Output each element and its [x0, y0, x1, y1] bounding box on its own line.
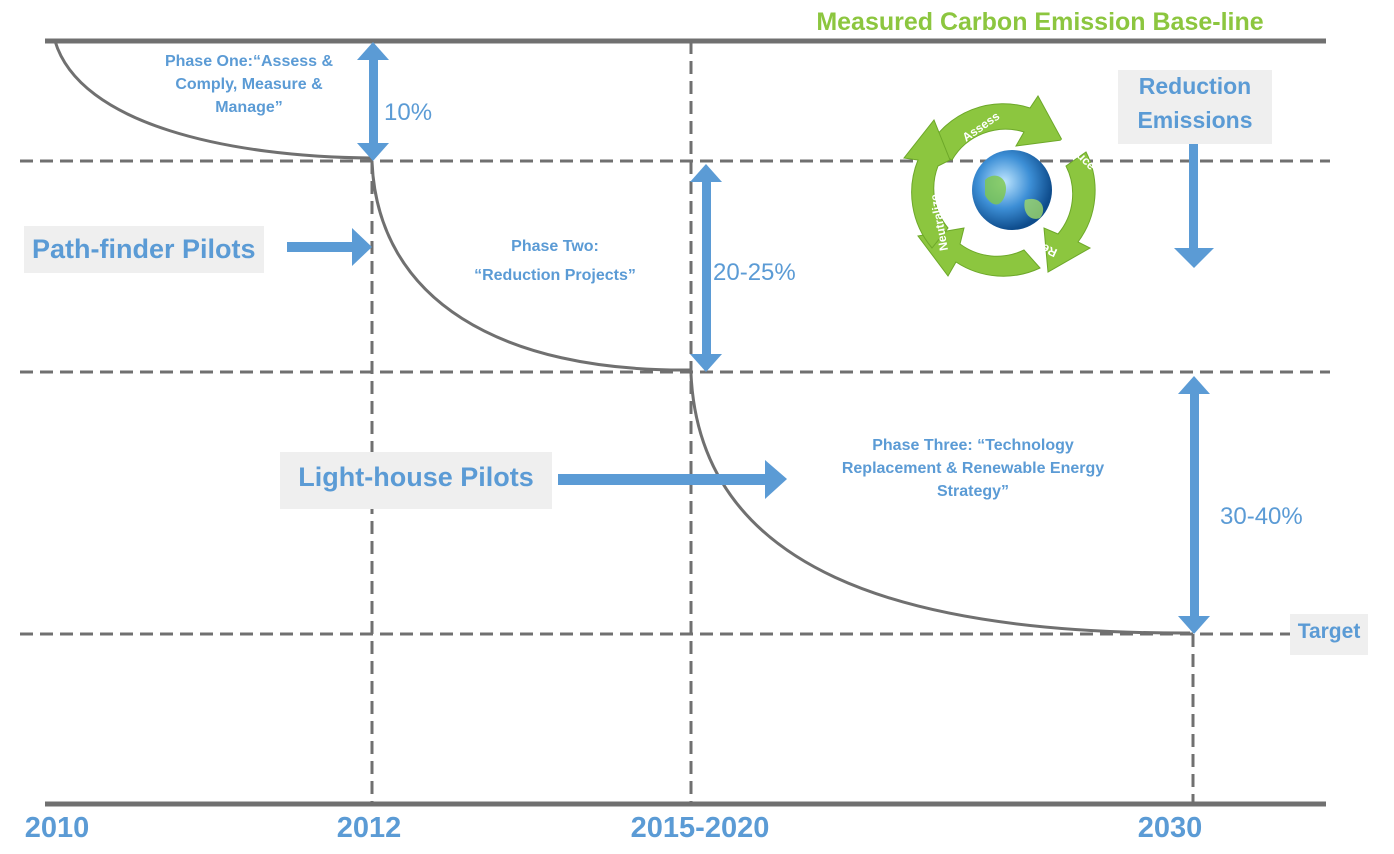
pathfinder-pilots-label: Path-finder Pilots [24, 226, 264, 274]
year-label-2015-2020: 2015-2020 [630, 812, 770, 844]
pct-phase-two: 20-25% [713, 259, 796, 286]
lighthouse-arrow [558, 460, 787, 499]
year-label-2030: 2030 [1137, 812, 1203, 844]
pathfinder-arrow [287, 228, 372, 266]
phase-three-label: Phase Three: “Technology Replacement & R… [841, 437, 1105, 501]
lighthouse-pilots-label: Light-house Pilots [280, 452, 552, 510]
diagram-title: Measured Carbon Emission Base-line [816, 8, 1264, 36]
phase-two-label-line1: Phase Two: [511, 238, 599, 255]
target-label: Target [1290, 614, 1368, 656]
reduction-down-arrow [1174, 135, 1214, 268]
reduction-cycle-icon: Assess Reduce Replace Neutralize [903, 95, 1099, 277]
pct-phase-three: 30-40% [1220, 503, 1303, 530]
year-label-2010: 2010 [24, 812, 90, 844]
double-arrow-30-40 [1178, 376, 1210, 634]
double-arrow-20-25 [690, 164, 722, 372]
curve-phase-three [689, 373, 1191, 635]
reduction-emissions-label-line1: Reduction [1118, 70, 1272, 104]
pct-phase-one: 10% [384, 99, 433, 126]
phase-two-label-line2: “Reduction Projects” [474, 267, 636, 284]
curve-phase-one [53, 40, 373, 160]
double-arrow-10 [357, 42, 389, 161]
reduction-emissions-label-line2: Emissions [1118, 104, 1272, 144]
year-label-2012: 2012 [336, 812, 402, 844]
phase-one-label: Phase One:“Assess & Comply, Measure & Ma… [164, 53, 334, 117]
curve-phase-two [370, 161, 692, 372]
